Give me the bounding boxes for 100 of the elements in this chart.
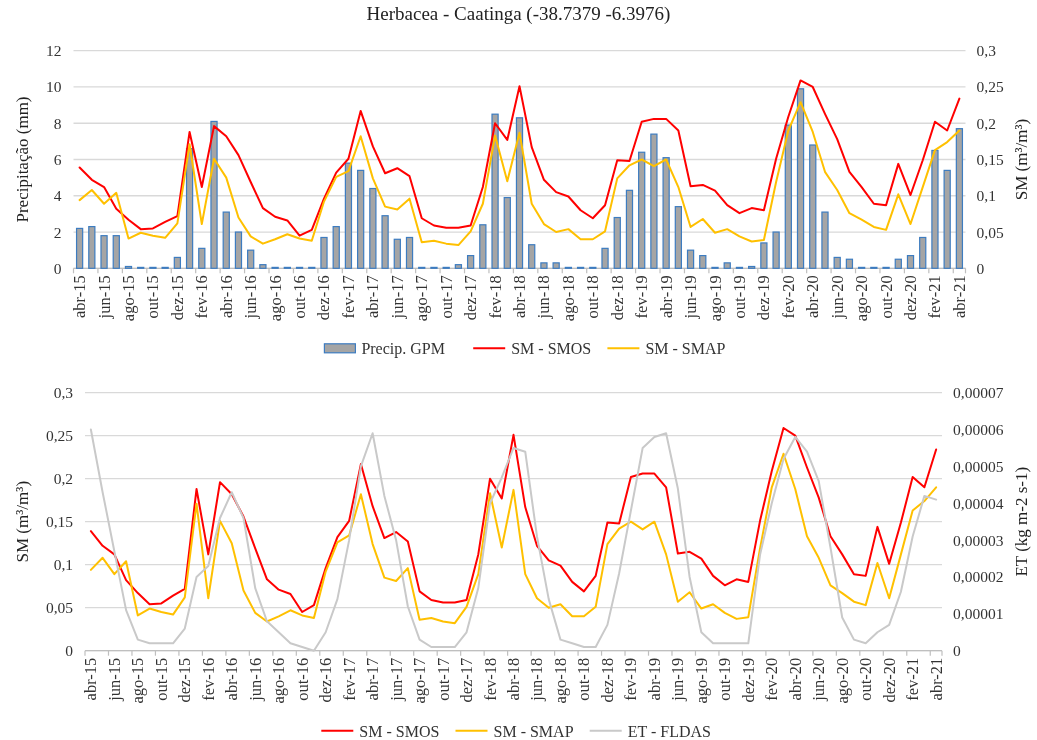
y2-tick-label: 0,1 <box>976 187 996 205</box>
y2-tick-label: 0,15 <box>976 151 1004 168</box>
x-tick-label: abr-16 <box>222 657 242 701</box>
x-tick-label: fev-18 <box>480 657 500 701</box>
legend-label: SM - SMOS <box>511 339 592 357</box>
x-tick-label: dez-17 <box>457 657 477 703</box>
x-tick-label: jun-15 <box>104 657 124 702</box>
x-tick-label: abr-17 <box>363 657 383 701</box>
x-tick-label: abr-18 <box>510 275 529 319</box>
x-tick-label: dez-15 <box>175 657 195 703</box>
x-tick-label: jun-16 <box>245 657 265 702</box>
x-tick-label: fev-21 <box>903 657 923 701</box>
y2-axis-title: ET (kg m-2 s-1) <box>1011 466 1031 577</box>
bar <box>100 235 108 269</box>
bar <box>772 231 780 269</box>
line-series <box>89 452 938 625</box>
x-tick-label: fev-21 <box>925 275 945 319</box>
bar <box>919 236 927 269</box>
x-tick-label: dez-19 <box>754 275 774 321</box>
x-tick-label: ago-18 <box>550 657 570 704</box>
bar <box>662 157 670 269</box>
x-tick-label: ago-15 <box>128 657 148 704</box>
bar <box>247 249 255 269</box>
bar <box>75 227 84 269</box>
line-series <box>78 79 961 237</box>
x-tick-label: jun-17 <box>386 657 406 702</box>
y2-tick-label: 0,00006 <box>953 421 1004 439</box>
bar <box>515 117 524 269</box>
bar <box>344 162 353 269</box>
bar <box>833 256 841 269</box>
y-tick-label: 0,2 <box>53 470 73 488</box>
y2-tick-label: 0,00004 <box>953 494 1004 512</box>
x-tick-label: abr-17 <box>363 275 383 319</box>
x-tick-label: jun-20 <box>827 275 847 320</box>
x-tick-label: fev-17 <box>339 657 359 701</box>
x-tick-label: abr-21 <box>949 275 969 319</box>
x-tick-label: dez-16 <box>314 275 334 321</box>
bar <box>540 262 548 269</box>
bar <box>503 196 511 269</box>
bar <box>955 128 964 269</box>
x-tick-label: out-18 <box>583 275 603 319</box>
y2-tick-label: 0 <box>953 642 961 660</box>
x-tick-label: dez-20 <box>879 657 899 703</box>
x-tick-label: ago-19 <box>705 275 725 322</box>
x-tick-label: dez-18 <box>597 657 617 703</box>
bar <box>466 255 475 269</box>
bar <box>332 225 340 269</box>
x-tick-label: out-19 <box>729 275 749 319</box>
x-tick-label: out-19 <box>715 657 735 701</box>
x-tick-label: dez-17 <box>461 275 481 321</box>
bar <box>198 247 206 269</box>
bar <box>686 249 695 269</box>
bar <box>699 255 707 269</box>
bar <box>528 244 536 269</box>
x-tick-label: dez-18 <box>607 275 627 321</box>
x-tick-label: ago-17 <box>410 657 430 704</box>
x-tick-label: abr-19 <box>656 275 676 319</box>
bar <box>625 189 634 269</box>
y-tick-label: 0,3 <box>53 384 74 402</box>
bar <box>784 124 792 269</box>
bar <box>479 224 487 269</box>
x-tick-label: fev-17 <box>338 275 358 319</box>
y2-tick-label: 0,00007 <box>953 384 1004 402</box>
bar <box>210 120 218 269</box>
x-tick-label: fev-18 <box>485 275 505 319</box>
y-tick-label: 10 <box>46 78 62 96</box>
x-tick-label: fev-19 <box>632 275 652 319</box>
line-series <box>78 101 961 247</box>
bar <box>381 215 389 269</box>
x-tick-label: ago-20 <box>852 275 872 322</box>
x-tick-label: jun-17 <box>387 275 407 320</box>
x-tick-label: ago-19 <box>691 657 711 704</box>
x-tick-label: fev-20 <box>762 657 782 701</box>
bar <box>931 149 939 269</box>
x-tick-label: out-16 <box>290 275 310 319</box>
x-tick-label: dez-16 <box>316 657 336 703</box>
x-tick-label: ago-15 <box>118 275 138 322</box>
legend-label: ET - FLDAS <box>627 722 711 740</box>
x-tick-label: out-18 <box>574 657 594 701</box>
x-tick-label: jun-19 <box>681 275 701 320</box>
x-tick-label: ago-16 <box>265 275 285 322</box>
x-tick-label: jun-18 <box>534 275 554 320</box>
y2-tick-label: 0,3 <box>976 42 997 60</box>
bar <box>88 225 96 269</box>
x-tick-label: out-15 <box>143 275 163 319</box>
y-tick-label: 0,1 <box>53 556 73 574</box>
x-tick-label: jun-15 <box>94 275 114 320</box>
bar <box>369 187 377 269</box>
y2-tick-label: 0,05 <box>976 223 1004 241</box>
y-tick-label: 8 <box>53 114 62 132</box>
legend-label: SM - SMOS <box>359 722 440 740</box>
x-tick-label: abr-20 <box>785 657 805 701</box>
x-tick-label: out-16 <box>292 657 312 701</box>
bar <box>173 256 182 269</box>
y2-tick-label: 0,00002 <box>953 568 1004 586</box>
bar <box>723 262 731 269</box>
x-tick-label: ago-20 <box>832 657 852 704</box>
bar <box>894 258 902 269</box>
x-tick-label: ago-17 <box>412 275 432 322</box>
line-series <box>89 428 938 652</box>
